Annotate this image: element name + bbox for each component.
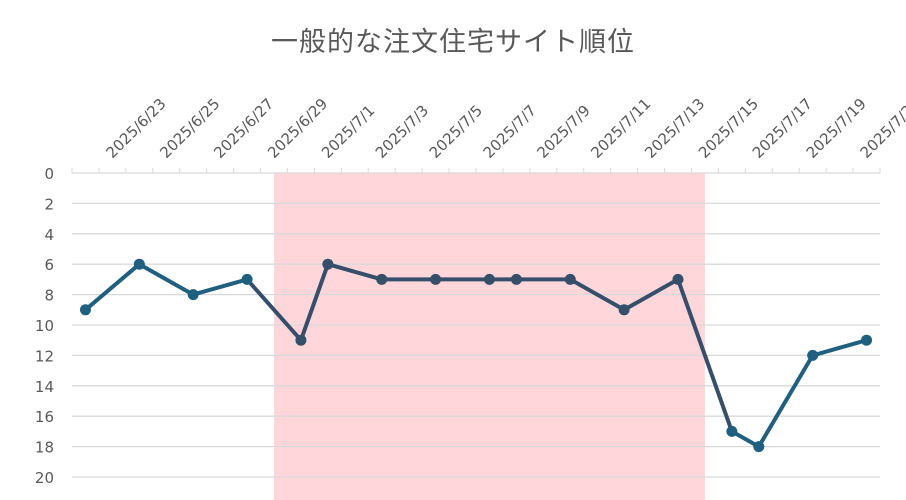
highlight-band	[274, 173, 705, 500]
series-segment	[325, 262, 384, 282]
data-point	[618, 304, 630, 316]
data-point	[753, 441, 765, 453]
highlight-band-layer	[274, 173, 705, 500]
x-tick-layer: 2025/6/232025/6/252025/6/272025/6/292025…	[103, 95, 906, 162]
data-point	[295, 334, 307, 346]
data-point	[79, 304, 91, 316]
data-point	[376, 273, 388, 285]
marker-layer	[79, 258, 873, 453]
series-segment	[298, 262, 330, 343]
x-tick-label: 2025/7/5	[426, 101, 486, 161]
y-tick-label: 4	[44, 226, 54, 244]
grid-layer	[71, 168, 881, 478]
y-tick-label: 18	[35, 439, 54, 457]
data-point	[322, 258, 334, 270]
data-point	[483, 273, 495, 285]
series-segment	[191, 277, 250, 297]
series-segment	[83, 262, 142, 312]
chart-title: 一般的な注文住宅サイト順位	[271, 27, 635, 58]
series-segment	[756, 353, 815, 449]
data-point	[861, 334, 873, 346]
y-tick-label: 12	[35, 347, 54, 365]
y-tick-label: 0	[44, 165, 54, 183]
y-tick-label: 14	[35, 378, 54, 396]
data-point	[133, 258, 145, 270]
x-tick-label: 2025/7/9	[533, 101, 593, 161]
x-tick-label: 2025/7/3	[372, 101, 432, 161]
data-point	[564, 273, 576, 285]
y-tick-layer: 0 2 4 6 8 10 12 14 16 18 20	[35, 165, 54, 487]
series-segment	[245, 277, 303, 343]
series-segment	[810, 338, 869, 358]
series-segment	[622, 277, 680, 312]
y-tick-label: 16	[35, 408, 54, 426]
series-segment	[137, 262, 196, 297]
y-tick-label: 8	[44, 287, 54, 305]
y-tick-label: 10	[35, 317, 54, 335]
data-point	[187, 289, 199, 301]
data-point	[430, 273, 442, 285]
y-tick-label: 2	[44, 195, 54, 213]
y-tick-label: 20	[35, 469, 54, 487]
y-tick-label: 6	[44, 256, 54, 274]
data-point	[510, 273, 522, 285]
data-point	[241, 273, 253, 285]
data-point	[672, 273, 684, 285]
data-point	[807, 349, 819, 361]
x-tick-label: 2025/7/7	[480, 101, 540, 161]
series-segment	[568, 277, 627, 312]
series-segment	[676, 277, 734, 434]
data-point	[726, 425, 738, 437]
